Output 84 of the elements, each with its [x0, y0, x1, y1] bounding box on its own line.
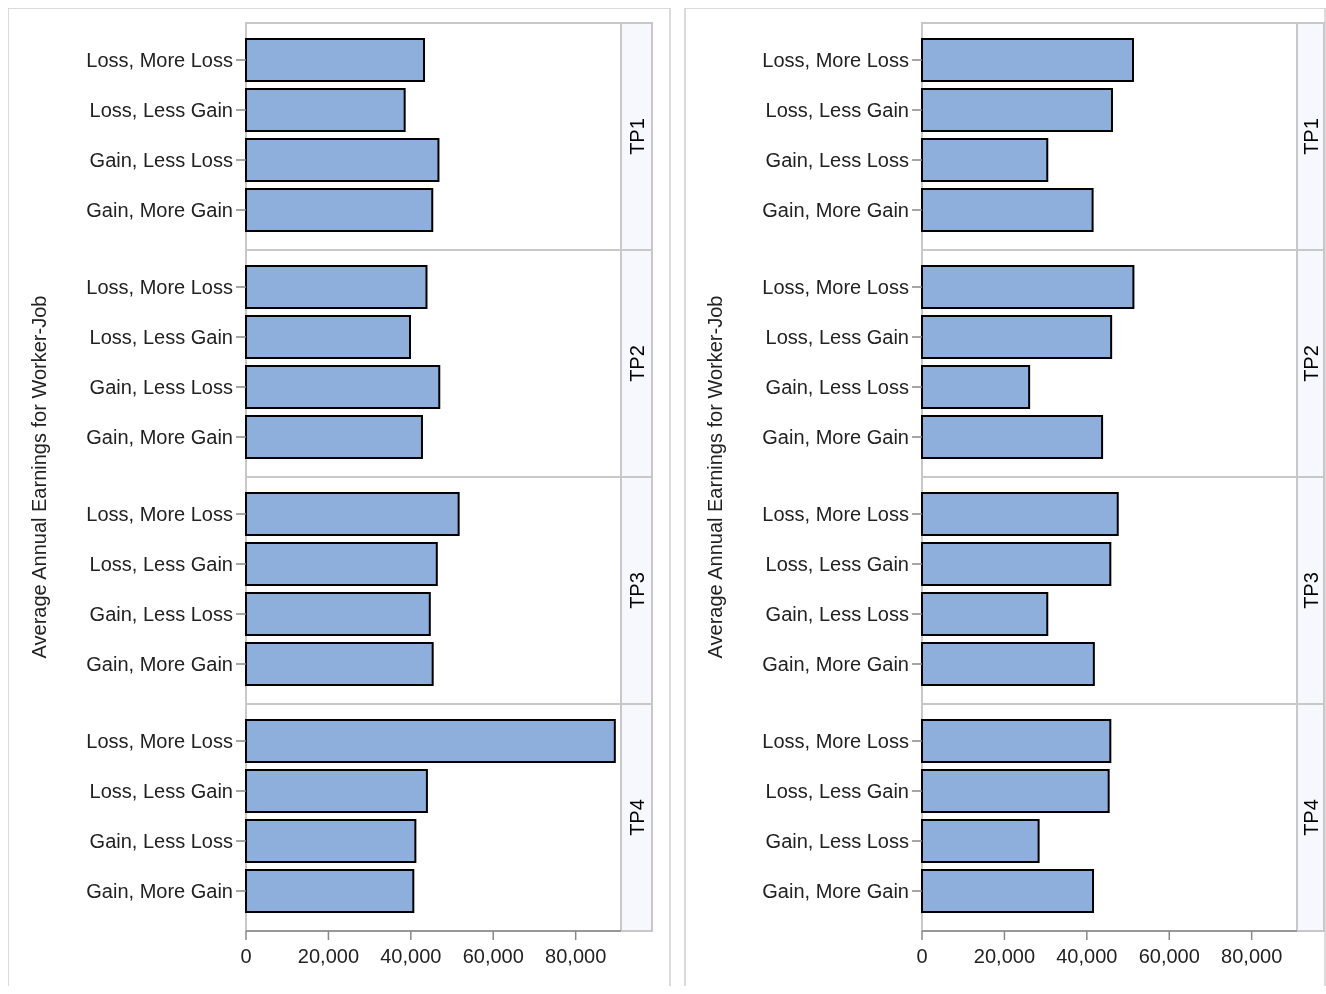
y-tick-label: Gain, Less Loss — [89, 603, 233, 625]
y-tick-label: Loss, Less Gain — [89, 780, 233, 802]
bar — [921, 88, 1113, 132]
y-tick-label: Loss, Less Gain — [765, 780, 909, 802]
bar — [245, 869, 415, 913]
bar — [921, 415, 1104, 459]
bar — [921, 769, 1110, 813]
y-tick-label: Loss, Less Gain — [765, 553, 909, 575]
bar — [921, 819, 1040, 863]
bar — [245, 38, 426, 82]
y-tick-label: Gain, Less Loss — [89, 376, 233, 398]
y-tick-label: Loss, More Loss — [86, 730, 233, 752]
y-axis-title: Average Annual Earnings for Worker-Job — [28, 295, 50, 659]
bar — [245, 542, 438, 586]
text: TP2 — [625, 345, 648, 382]
y-tick-label: Loss, More Loss — [762, 730, 909, 752]
y-tick-label: Loss, More Loss — [762, 49, 909, 71]
bar — [245, 265, 428, 309]
y-tick-label: Gain, More Gain — [86, 199, 233, 221]
bar — [245, 642, 434, 686]
y-axis-title: Average Annual Earnings for Worker-Job — [704, 295, 726, 659]
y-tick-label: Loss, More Loss — [762, 276, 909, 298]
x-tick-label: 60,000 — [1138, 945, 1200, 967]
y-tick-label: Gain, More Gain — [762, 426, 909, 448]
x-tick-label: 40,000 — [1056, 945, 1118, 967]
y-tick-label: Loss, Less Gain — [765, 326, 909, 348]
text: TP4 — [625, 799, 648, 836]
y-tick-label: Gain, More Gain — [762, 880, 909, 902]
bar — [245, 819, 417, 863]
y-tick-label: Loss, Less Gain — [89, 553, 233, 575]
y-tick-label: Loss, More Loss — [86, 276, 233, 298]
y-tick-label: Gain, Less Loss — [765, 603, 909, 625]
x-tick-label: 40,000 — [380, 945, 442, 967]
bar — [921, 315, 1113, 359]
y-tick-label: Gain, Less Loss — [765, 830, 909, 852]
bar — [921, 365, 1031, 409]
y-tick-label: Gain, More Gain — [86, 653, 233, 675]
x-tick-label: 80,000 — [1221, 945, 1283, 967]
text: TP1 — [625, 118, 648, 155]
text: TP4 — [1299, 799, 1322, 836]
y-tick-label: Loss, More Loss — [86, 49, 233, 71]
text: TP3 — [625, 572, 648, 609]
y-tick-label: Gain, More Gain — [762, 653, 909, 675]
y-tick-label: Loss, Less Gain — [89, 326, 233, 348]
y-tick-label: Gain, Less Loss — [89, 149, 233, 171]
bar — [921, 542, 1112, 586]
y-tick-label: Gain, More Gain — [86, 880, 233, 902]
bar — [245, 188, 434, 232]
text: TP2 — [1299, 345, 1322, 382]
x-tick-label: 80,000 — [545, 945, 607, 967]
bar — [245, 315, 412, 359]
x-tick-label: 20,000 — [973, 945, 1035, 967]
text: TP1 — [1299, 118, 1322, 155]
bar — [921, 642, 1095, 686]
bar — [245, 365, 441, 409]
y-tick-label: Gain, More Gain — [762, 199, 909, 221]
bar — [921, 38, 1134, 82]
bar — [921, 492, 1119, 536]
y-tick-label: Loss, Less Gain — [765, 99, 909, 121]
y-tick-label: Loss, More Loss — [762, 503, 909, 525]
bar — [921, 869, 1095, 913]
y-tick-label: Gain, Less Loss — [765, 149, 909, 171]
bar — [921, 592, 1049, 636]
x-tick-label: 60,000 — [462, 945, 524, 967]
bar — [245, 138, 440, 182]
bar — [921, 138, 1049, 182]
x-tick-label: 20,000 — [297, 945, 359, 967]
bar — [921, 719, 1112, 763]
bar — [245, 769, 428, 813]
bar — [921, 188, 1094, 232]
y-tick-label: Loss, Less Gain — [89, 99, 233, 121]
x-tick-label: 0 — [916, 945, 928, 967]
y-tick-label: Gain, Less Loss — [89, 830, 233, 852]
x-tick-label: 0 — [240, 945, 252, 967]
text: TP3 — [1299, 572, 1322, 609]
bar — [245, 88, 406, 132]
y-tick-label: Loss, More Loss — [86, 503, 233, 525]
bar — [245, 592, 431, 636]
bar — [921, 265, 1135, 309]
bar — [245, 719, 616, 763]
bar — [245, 492, 460, 536]
bar — [245, 415, 423, 459]
y-tick-label: Gain, More Gain — [86, 426, 233, 448]
y-tick-label: Gain, Less Loss — [765, 376, 909, 398]
